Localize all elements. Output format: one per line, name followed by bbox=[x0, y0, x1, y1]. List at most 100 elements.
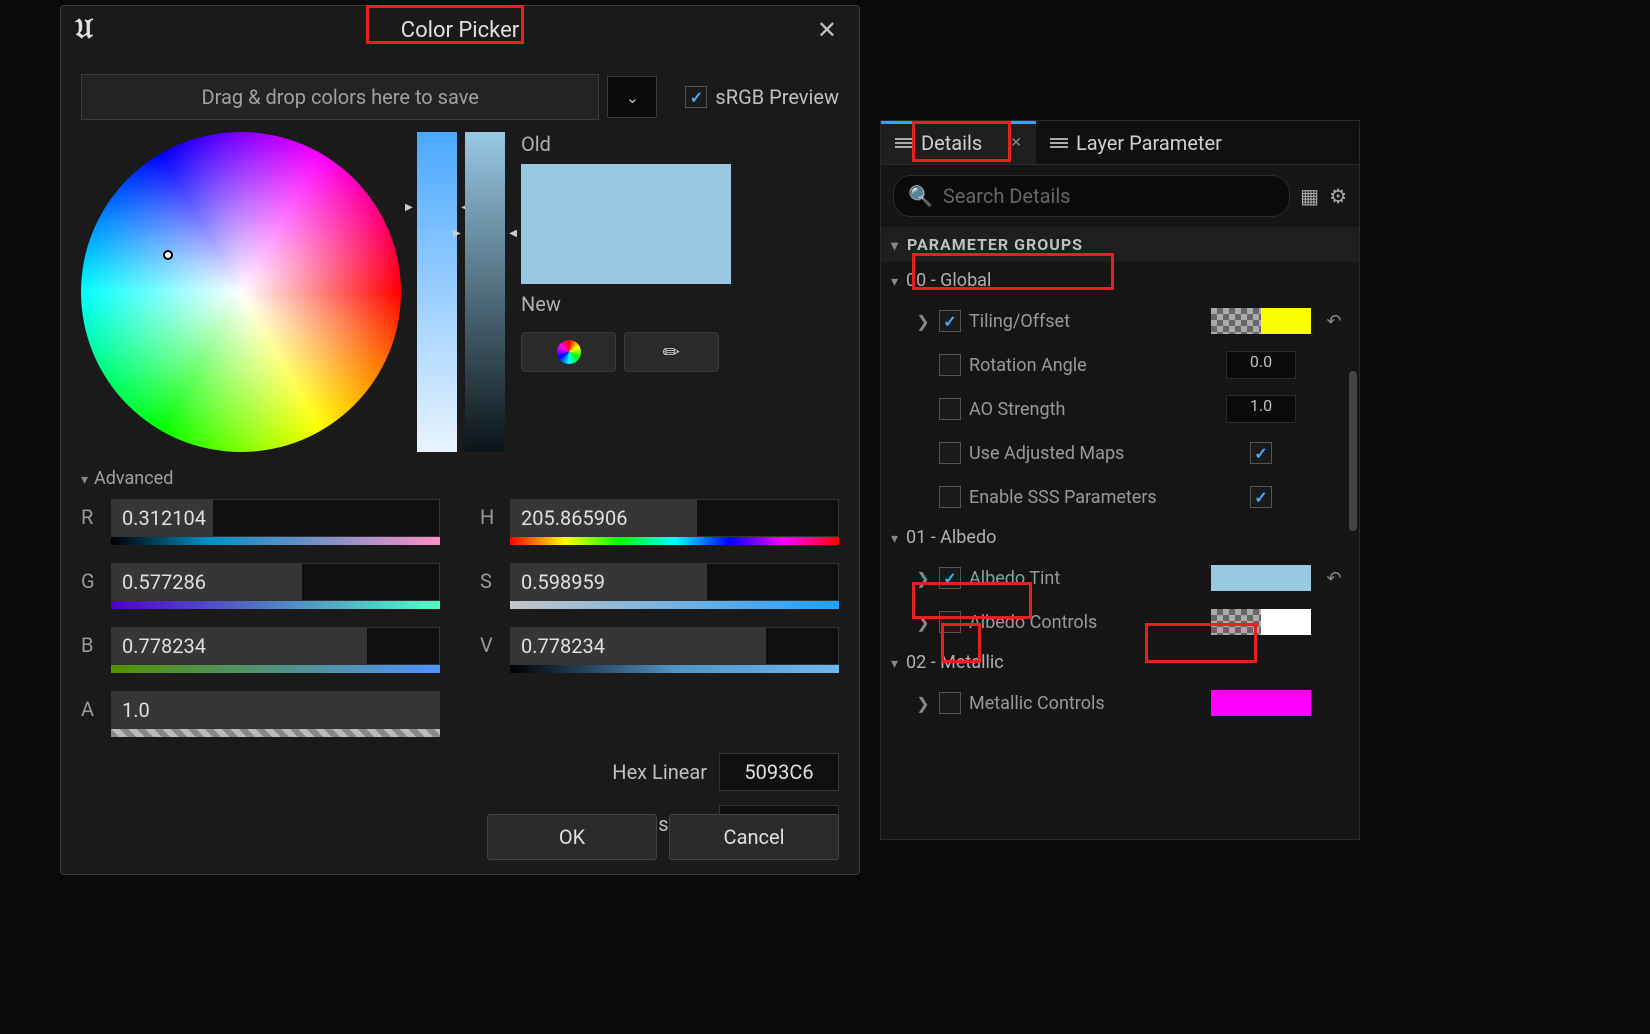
value-slider[interactable] bbox=[465, 132, 505, 452]
swatch-expand-button[interactable]: ⌄ bbox=[607, 76, 657, 118]
channel-B-input[interactable]: 0.778234 bbox=[111, 627, 440, 665]
group-global[interactable]: 00 - Global bbox=[881, 262, 1359, 299]
close-icon[interactable]: ✕ bbox=[809, 12, 845, 48]
channel-S: S 0.598959 bbox=[480, 563, 839, 609]
cancel-button[interactable]: Cancel bbox=[669, 814, 839, 860]
channel-A: A 1.0 bbox=[81, 691, 440, 737]
srgb-label: sRGB Preview bbox=[715, 85, 839, 109]
wheel-cursor[interactable] bbox=[163, 250, 173, 260]
color-swatch[interactable] bbox=[1211, 609, 1311, 635]
override-checkbox[interactable] bbox=[939, 398, 961, 420]
caret-down-icon bbox=[891, 527, 898, 548]
param-label: Tiling/Offset bbox=[969, 311, 1203, 332]
param-label: Use Adjusted Maps bbox=[969, 443, 1203, 464]
param-label: AO Strength bbox=[969, 399, 1203, 420]
channel-V: V 0.778234 bbox=[480, 627, 839, 673]
channel-R: R 0.312104 bbox=[81, 499, 440, 545]
override-checkbox[interactable] bbox=[939, 692, 961, 714]
channel-S-input[interactable]: 0.598959 bbox=[510, 563, 839, 601]
override-checkbox[interactable] bbox=[939, 611, 961, 633]
param-controls: ❯ Albedo Controls bbox=[881, 600, 1359, 644]
param-controls: ❯ Metallic Controls bbox=[881, 681, 1359, 725]
value-input[interactable]: 0.0 bbox=[1226, 351, 1296, 379]
channel-G-input[interactable]: 0.577286 bbox=[111, 563, 440, 601]
channel-A-input[interactable]: 1.0 bbox=[111, 691, 440, 729]
dialog-title: Color Picker bbox=[401, 18, 519, 43]
expand-icon[interactable]: ❯ bbox=[915, 312, 931, 331]
grid-view-icon[interactable]: ▦ bbox=[1300, 184, 1319, 208]
hex-linear-label: Hex Linear bbox=[612, 760, 707, 784]
override-checkbox[interactable] bbox=[939, 354, 961, 376]
channel-H: H 205.865906 bbox=[480, 499, 839, 545]
param-adjMaps: Use Adjusted Maps bbox=[881, 431, 1359, 475]
channel-B: B 0.778234 bbox=[81, 627, 440, 673]
color-wheel[interactable] bbox=[81, 132, 401, 452]
caret-down-icon bbox=[891, 270, 898, 291]
advanced-section-header[interactable]: Advanced bbox=[81, 468, 839, 489]
value-checkbox[interactable] bbox=[1250, 442, 1272, 464]
color-swatch[interactable] bbox=[1211, 565, 1311, 591]
wheel-icon bbox=[557, 340, 581, 364]
param-label: Metallic Controls bbox=[969, 693, 1203, 714]
param-tiling: ❯ Tiling/Offset ↶ bbox=[881, 299, 1359, 343]
old-color-swatch[interactable] bbox=[521, 164, 731, 224]
old-label: Old bbox=[521, 132, 839, 156]
tab-details[interactable]: Details ✕ bbox=[881, 121, 1036, 164]
gear-icon[interactable]: ⚙ bbox=[1329, 184, 1347, 208]
override-checkbox[interactable] bbox=[939, 567, 961, 589]
override-checkbox[interactable] bbox=[939, 442, 961, 464]
param-label: Albedo Controls bbox=[969, 612, 1203, 633]
tab-bar: Details ✕ Layer Parameter bbox=[881, 121, 1359, 165]
tab-close-icon[interactable]: ✕ bbox=[1010, 135, 1022, 151]
expand-icon[interactable]: ❯ bbox=[915, 613, 931, 632]
tab-layer-parameters[interactable]: Layer Parameter bbox=[1036, 121, 1236, 164]
channel-V-input[interactable]: 0.778234 bbox=[510, 627, 839, 665]
value-input[interactable]: 1.0 bbox=[1226, 395, 1296, 423]
param-rotation: Rotation Angle 0.0 bbox=[881, 343, 1359, 387]
group-albedo[interactable]: 01 - Albedo bbox=[881, 519, 1359, 556]
ok-button[interactable]: OK bbox=[487, 814, 657, 860]
override-checkbox[interactable] bbox=[939, 310, 961, 332]
reset-icon[interactable]: ↶ bbox=[1319, 311, 1349, 332]
hex-linear-input[interactable]: 5093C6 bbox=[719, 753, 839, 791]
engine-logo: 𝔘 bbox=[75, 14, 93, 46]
group-metallic[interactable]: 02 - Metallic bbox=[881, 644, 1359, 681]
scrollbar[interactable] bbox=[1349, 371, 1357, 531]
param-ao: AO Strength 1.0 bbox=[881, 387, 1359, 431]
color-swatch[interactable] bbox=[1211, 308, 1311, 334]
param-label: Rotation Angle bbox=[969, 355, 1203, 376]
param-tint: ❯ Albedo Tint ↶ bbox=[881, 556, 1359, 600]
sliders-icon bbox=[1050, 136, 1068, 150]
channel-H-input[interactable]: 205.865906 bbox=[510, 499, 839, 537]
color-picker-dialog: 𝔘 Color Picker ✕ Drag & drop colors here… bbox=[60, 5, 860, 875]
param-label: Albedo Tint bbox=[969, 568, 1203, 589]
titlebar: 𝔘 Color Picker ✕ bbox=[61, 6, 859, 54]
value-checkbox[interactable] bbox=[1250, 486, 1272, 508]
swatch-drop-zone[interactable]: Drag & drop colors here to save bbox=[81, 74, 599, 120]
section-parameter-groups[interactable]: PARAMETER GROUPS bbox=[881, 227, 1359, 262]
expand-icon[interactable]: ❯ bbox=[915, 694, 931, 713]
srgb-checkbox[interactable] bbox=[685, 86, 707, 108]
eyedropper-icon: ✎ bbox=[657, 338, 686, 367]
param-sss: Enable SSS Parameters bbox=[881, 475, 1359, 519]
caret-down-icon bbox=[891, 652, 898, 673]
channel-R-input[interactable]: 0.312104 bbox=[111, 499, 440, 537]
param-label: Enable SSS Parameters bbox=[969, 487, 1203, 508]
color-swatch[interactable] bbox=[1211, 690, 1311, 716]
sliders-icon bbox=[895, 136, 913, 150]
color-wheel-mode-button[interactable] bbox=[521, 332, 616, 372]
search-icon: 🔍 bbox=[908, 184, 933, 208]
expand-icon[interactable]: ❯ bbox=[915, 569, 931, 588]
search-input[interactable]: 🔍 Search Details bbox=[893, 175, 1290, 217]
eyedropper-button[interactable]: ✎ bbox=[624, 332, 719, 372]
new-color-swatch bbox=[521, 224, 731, 284]
caret-down-icon bbox=[81, 468, 88, 489]
caret-down-icon bbox=[891, 235, 899, 254]
details-panel: Details ✕ Layer Parameter 🔍 Search Detai… bbox=[880, 120, 1360, 840]
reset-icon[interactable]: ↶ bbox=[1319, 568, 1349, 589]
override-checkbox[interactable] bbox=[939, 486, 961, 508]
new-label: New bbox=[521, 292, 839, 316]
channel-G: G 0.577286 bbox=[81, 563, 440, 609]
saturation-slider[interactable] bbox=[417, 132, 457, 452]
color-preview bbox=[521, 164, 731, 284]
